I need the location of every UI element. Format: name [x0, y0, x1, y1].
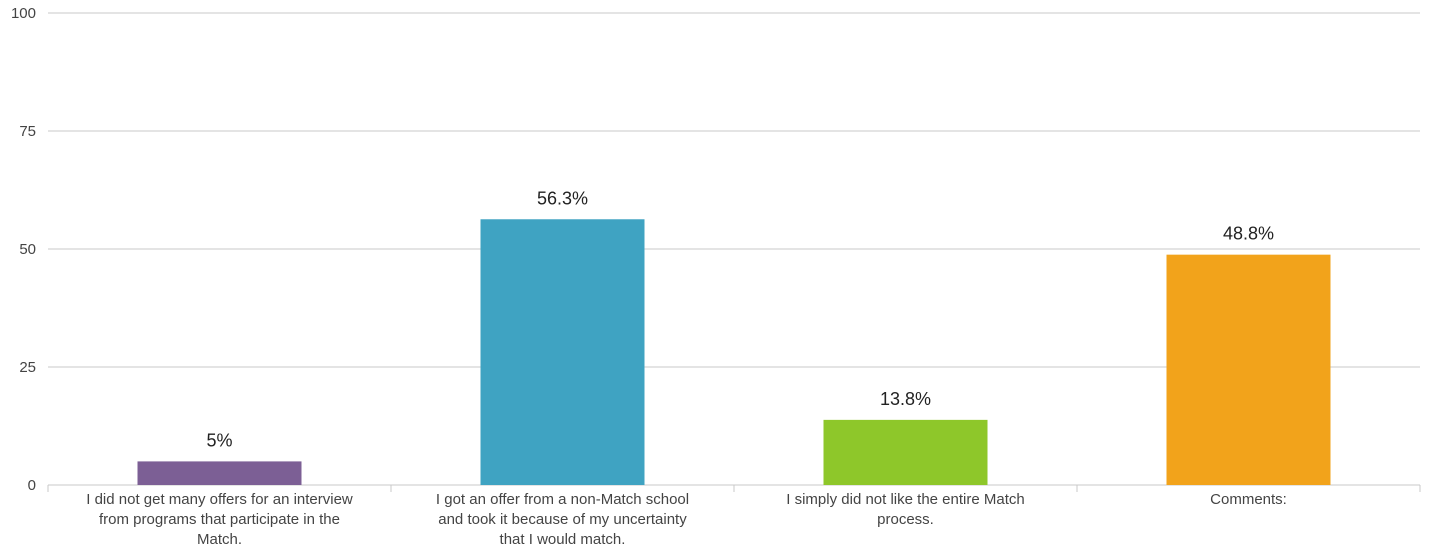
x-tick-label: I did not get many offers for an intervi…	[86, 491, 353, 508]
data-labels: 5% 56.3% 13.8% 48.8%	[206, 188, 1274, 450]
bars	[137, 219, 1331, 485]
y-tick-label: 0	[28, 477, 36, 494]
data-label: 5%	[206, 430, 232, 450]
bar	[1166, 254, 1331, 485]
x-tick-label: process.	[877, 511, 934, 528]
y-tick-label: 50	[19, 241, 36, 258]
x-tick-label: I got an offer from a non-Match school	[436, 491, 689, 508]
y-tick-label: 25	[19, 359, 36, 376]
x-tick-label: from programs that participate in the	[99, 511, 340, 528]
bar	[480, 219, 645, 485]
x-tick-label: I simply did not like the entire Match	[786, 491, 1024, 508]
bar	[823, 419, 988, 485]
bar	[137, 461, 302, 485]
data-label: 13.8%	[880, 389, 931, 409]
y-tick-label: 100	[11, 5, 36, 22]
x-tick-label: Comments:	[1210, 491, 1287, 508]
x-tick-label: Match.	[197, 531, 242, 548]
data-label: 48.8%	[1223, 224, 1274, 244]
axes: 0 25 50 75 100 I did not get many offers for …	[11, 5, 1421, 548]
y-tick-label: 75	[19, 123, 36, 140]
data-label: 56.3%	[537, 188, 588, 208]
x-tick-label: that I would match.	[500, 531, 626, 548]
x-tick-label: and took it because of my uncertainty	[438, 511, 687, 528]
